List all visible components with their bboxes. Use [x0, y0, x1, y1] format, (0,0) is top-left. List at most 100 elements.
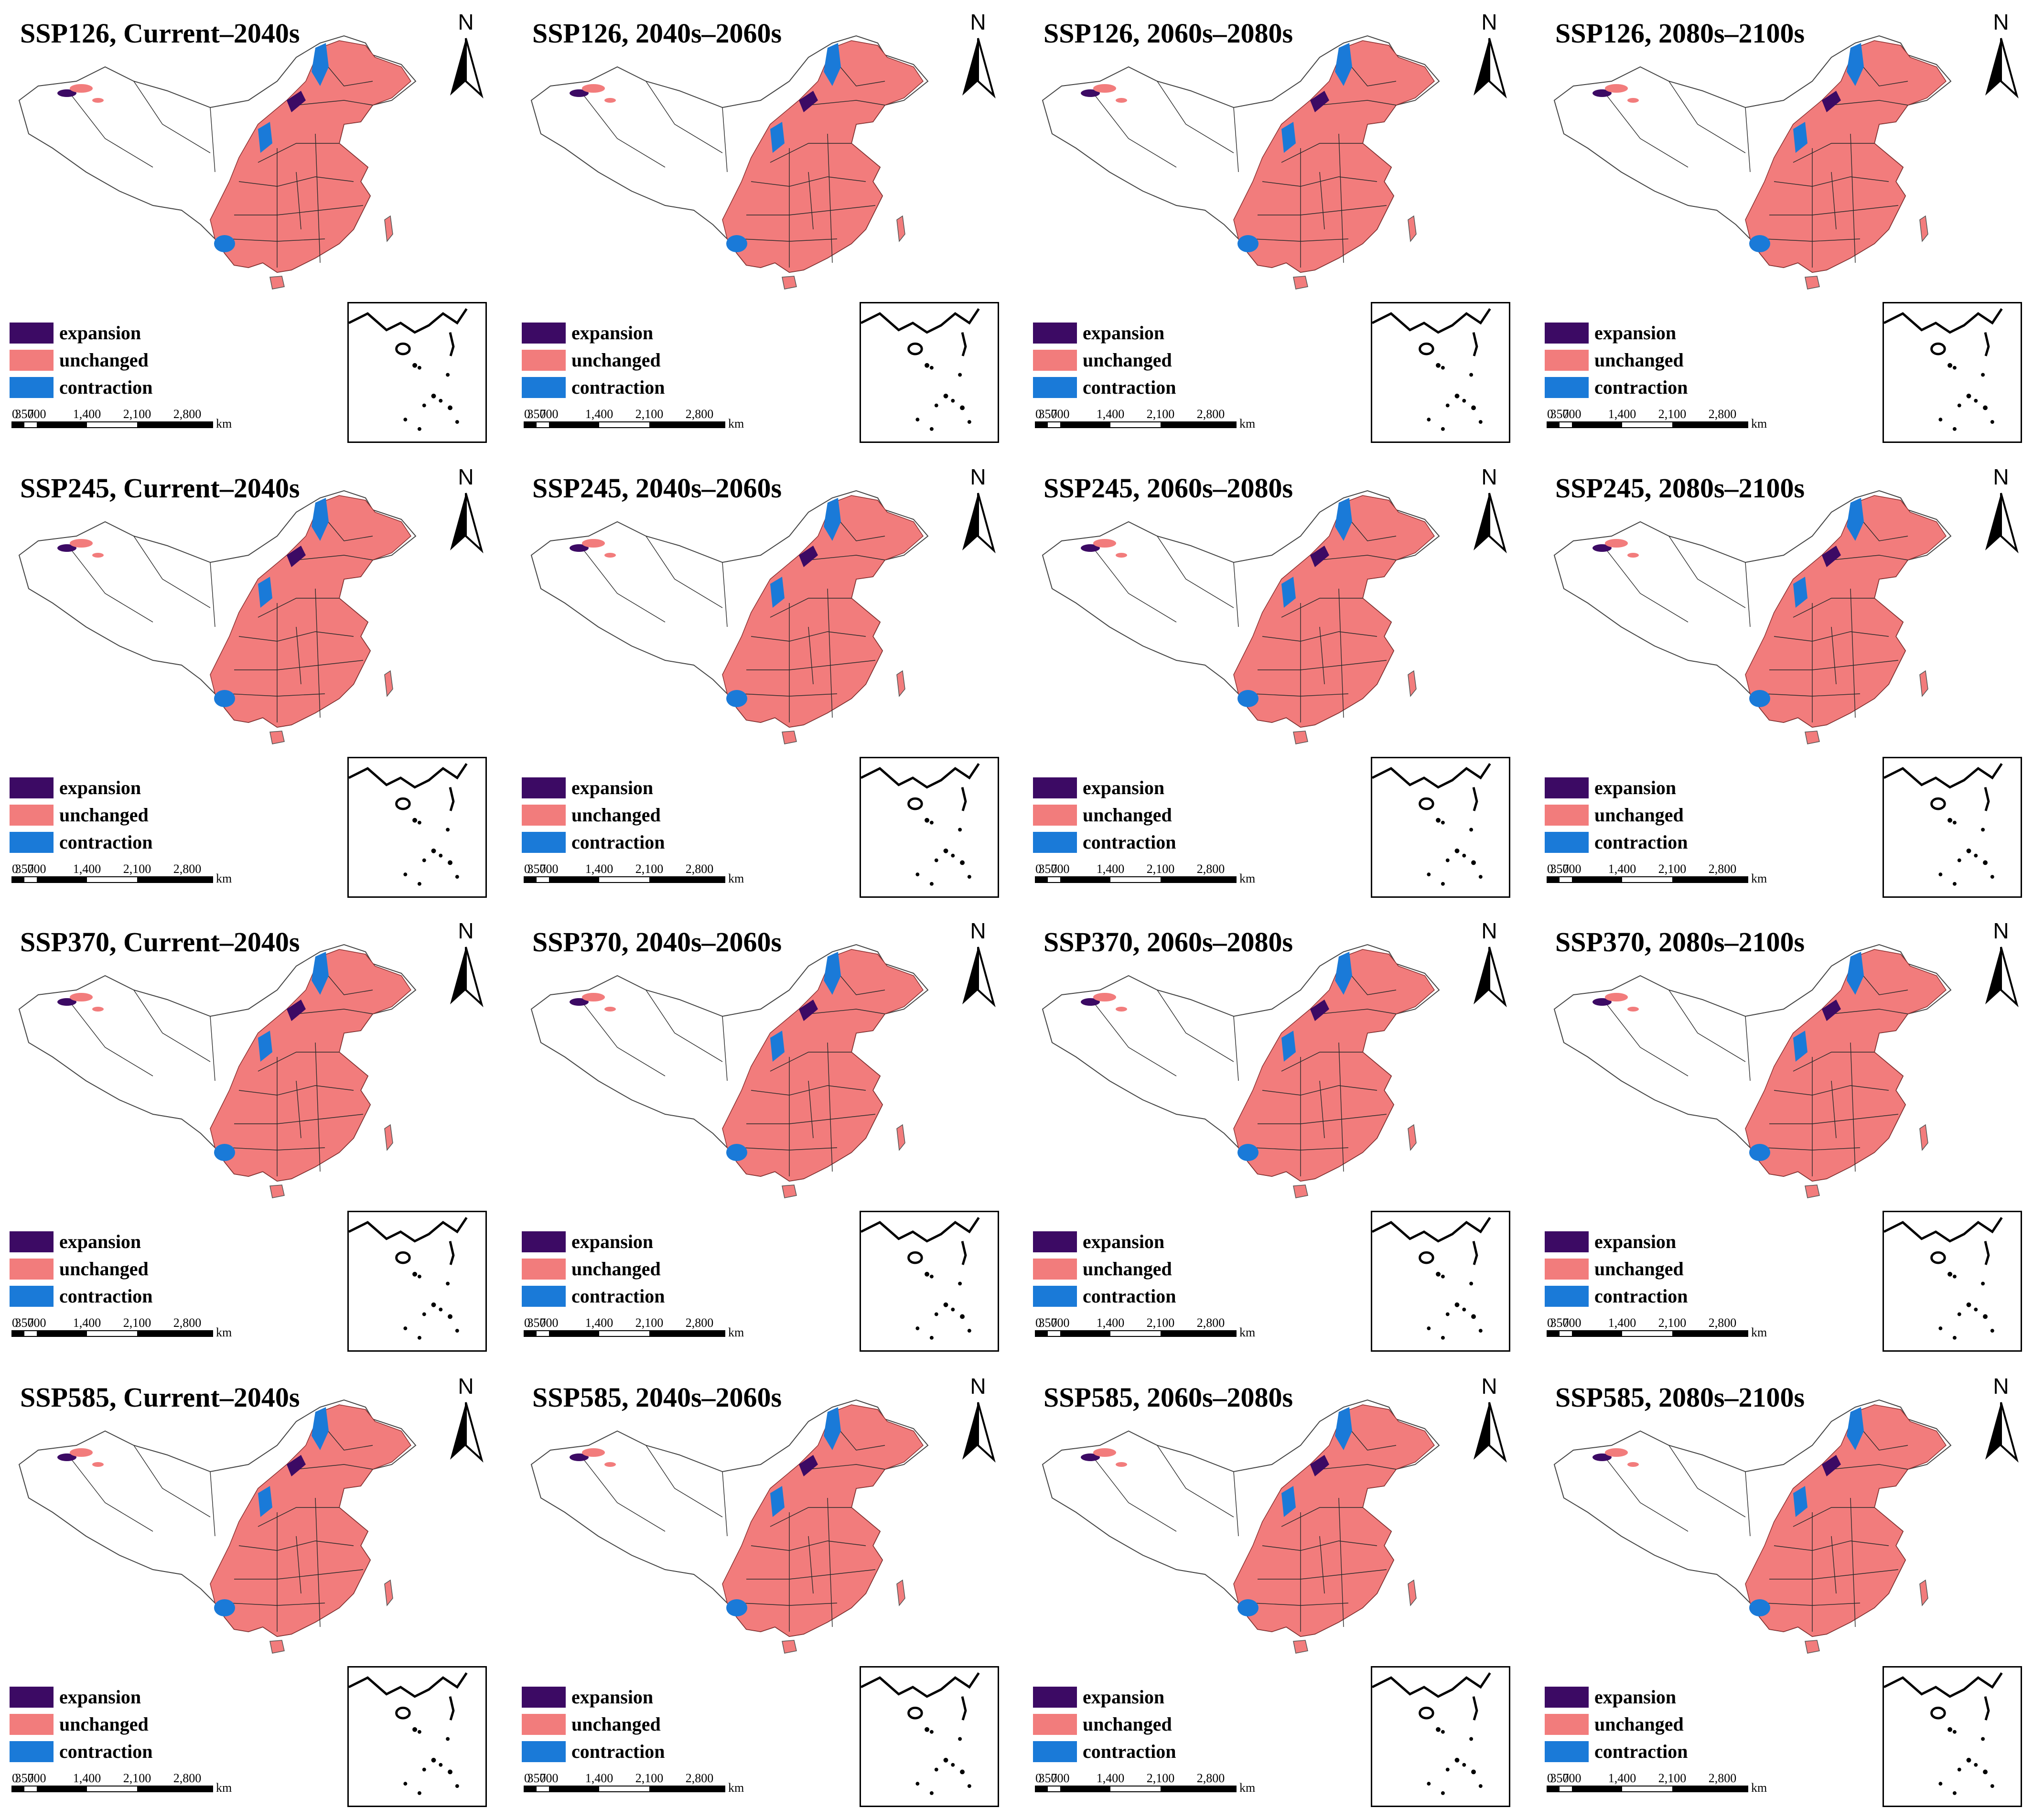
- taiwan-island: [1408, 1124, 1417, 1151]
- legend-label: expansion: [59, 1231, 141, 1252]
- north-label: N: [458, 11, 473, 34]
- expansion-patches: [57, 89, 306, 112]
- legend-label: expansion: [1083, 1686, 1165, 1708]
- taiwan-island: [384, 1579, 393, 1606]
- legend: expansion unchanged contraction: [1545, 319, 1688, 401]
- legend-item-contraction: contraction: [1033, 374, 1176, 401]
- legend: expansion unchanged contraction: [1545, 774, 1688, 856]
- expansion-patches: [57, 998, 306, 1021]
- north-arrow-icon: N: [1474, 11, 1507, 99]
- scale-tick-label: 2,800: [1197, 1316, 1225, 1330]
- northwest-patches: [1093, 539, 1127, 558]
- china-distribution-map: [1553, 490, 1952, 744]
- legend-item-contraction: contraction: [522, 1738, 665, 1765]
- unchanged-area: [1745, 1404, 1947, 1637]
- panel-title: SSP245, 2040s–2060s: [532, 473, 782, 504]
- scale-tick-label: 2,800: [1709, 1316, 1737, 1330]
- south-china-sea-inset: [347, 302, 487, 443]
- legend-swatch: [522, 1231, 566, 1252]
- scale-unit: km: [216, 1325, 232, 1339]
- china-distribution-map: [1553, 1399, 1952, 1654]
- unchanged-area: [1233, 1404, 1435, 1637]
- hainan-island: [1805, 1640, 1820, 1654]
- scale-tick-label: 2,100: [1658, 1316, 1687, 1330]
- contraction-patches: [214, 952, 329, 1161]
- expansion-patches: [570, 544, 818, 567]
- hainan-island: [1293, 731, 1308, 744]
- panel-title: SSP126, 2080s–2100s: [1555, 18, 1805, 49]
- legend-item-unchanged: unchanged: [1033, 346, 1176, 374]
- legend-label: unchanged: [1594, 1258, 1684, 1280]
- legend-swatch: [10, 1713, 54, 1735]
- hainan-island: [1293, 1184, 1308, 1198]
- expansion-patches: [1592, 89, 1841, 112]
- legend-swatch: [522, 1258, 566, 1280]
- legend-label: unchanged: [571, 1258, 661, 1280]
- northwest-patches: [70, 993, 104, 1012]
- unchanged-area: [1233, 949, 1435, 1182]
- legend-item-contraction: contraction: [10, 1282, 153, 1310]
- legend-swatch: [1033, 377, 1077, 398]
- legend-item-expansion: expansion: [522, 774, 665, 801]
- scale-tick-label: 2,800: [1709, 1771, 1737, 1785]
- legend-swatch: [1545, 1258, 1589, 1280]
- south-china-sea-inset: [347, 1666, 487, 1807]
- scale-tick-label: 2,100: [635, 407, 664, 421]
- scale-unit: km: [1751, 872, 1767, 885]
- expansion-patches: [570, 998, 818, 1021]
- province-boundaries: [71, 966, 373, 1176]
- scale-tick-label: 1,400: [585, 1771, 613, 1785]
- taiwan-island: [1408, 670, 1417, 697]
- scale-unit: km: [1239, 1781, 1255, 1795]
- scale-tick-label: 700: [1051, 862, 1070, 876]
- map-panel-7: SSP245, 2060s–2080s N: [1023, 455, 1534, 909]
- legend-item-contraction: contraction: [10, 374, 153, 401]
- legend-label: contraction: [571, 377, 665, 398]
- province-boundaries: [1606, 966, 1908, 1176]
- legend-label: expansion: [1083, 1231, 1165, 1252]
- legend-swatch: [1545, 377, 1589, 398]
- legend-label: expansion: [1594, 322, 1677, 344]
- north-label: N: [970, 919, 986, 943]
- province-boundaries: [583, 57, 885, 268]
- legend-swatch: [522, 377, 566, 398]
- legend-swatch: [10, 777, 54, 798]
- south-china-sea-inset: [860, 302, 999, 443]
- north-arrow-icon: N: [962, 1375, 996, 1463]
- province-boundaries: [1606, 1421, 1908, 1632]
- hainan-island: [269, 276, 285, 290]
- legend-label: contraction: [59, 831, 153, 853]
- hainan-island: [269, 1640, 285, 1654]
- legend-label: contraction: [1594, 1741, 1688, 1762]
- legend-item-contraction: contraction: [10, 1738, 153, 1765]
- scale-tick-label: 1,400: [585, 862, 613, 876]
- north-label: N: [1481, 919, 1497, 943]
- panel-title: SSP585, 2040s–2060s: [532, 1382, 782, 1413]
- south-china-sea-inset: [1883, 1211, 2022, 1352]
- legend-label: unchanged: [59, 1713, 149, 1735]
- china-distribution-map: [1553, 944, 1952, 1198]
- expansion-patches: [57, 1453, 306, 1476]
- expansion-patches: [1592, 1453, 1841, 1476]
- scale-tick-label: 350: [1039, 862, 1057, 876]
- northwest-patches: [1093, 84, 1127, 103]
- unchanged-area: [722, 40, 924, 273]
- south-china-sea-inset: [347, 1211, 487, 1352]
- expansion-patches: [1081, 89, 1329, 112]
- northwest-patches: [582, 1448, 616, 1467]
- north-arrow-icon: N: [1985, 11, 2019, 99]
- china-distribution-map: [18, 1399, 417, 1654]
- legend-label: expansion: [1083, 777, 1165, 798]
- scale-tick-label: 700: [28, 407, 46, 421]
- scale-tick-label: 1,400: [73, 1771, 101, 1785]
- scale-tick-label: 0: [524, 862, 530, 876]
- north-arrow-icon: N: [962, 919, 996, 1008]
- unchanged-area: [210, 495, 411, 728]
- expansion-patches: [1081, 544, 1329, 567]
- scale-tick-label: 350: [15, 1316, 34, 1330]
- legend-item-unchanged: unchanged: [1545, 801, 1688, 829]
- contraction-patches: [1749, 43, 1864, 252]
- legend-label: expansion: [571, 322, 654, 344]
